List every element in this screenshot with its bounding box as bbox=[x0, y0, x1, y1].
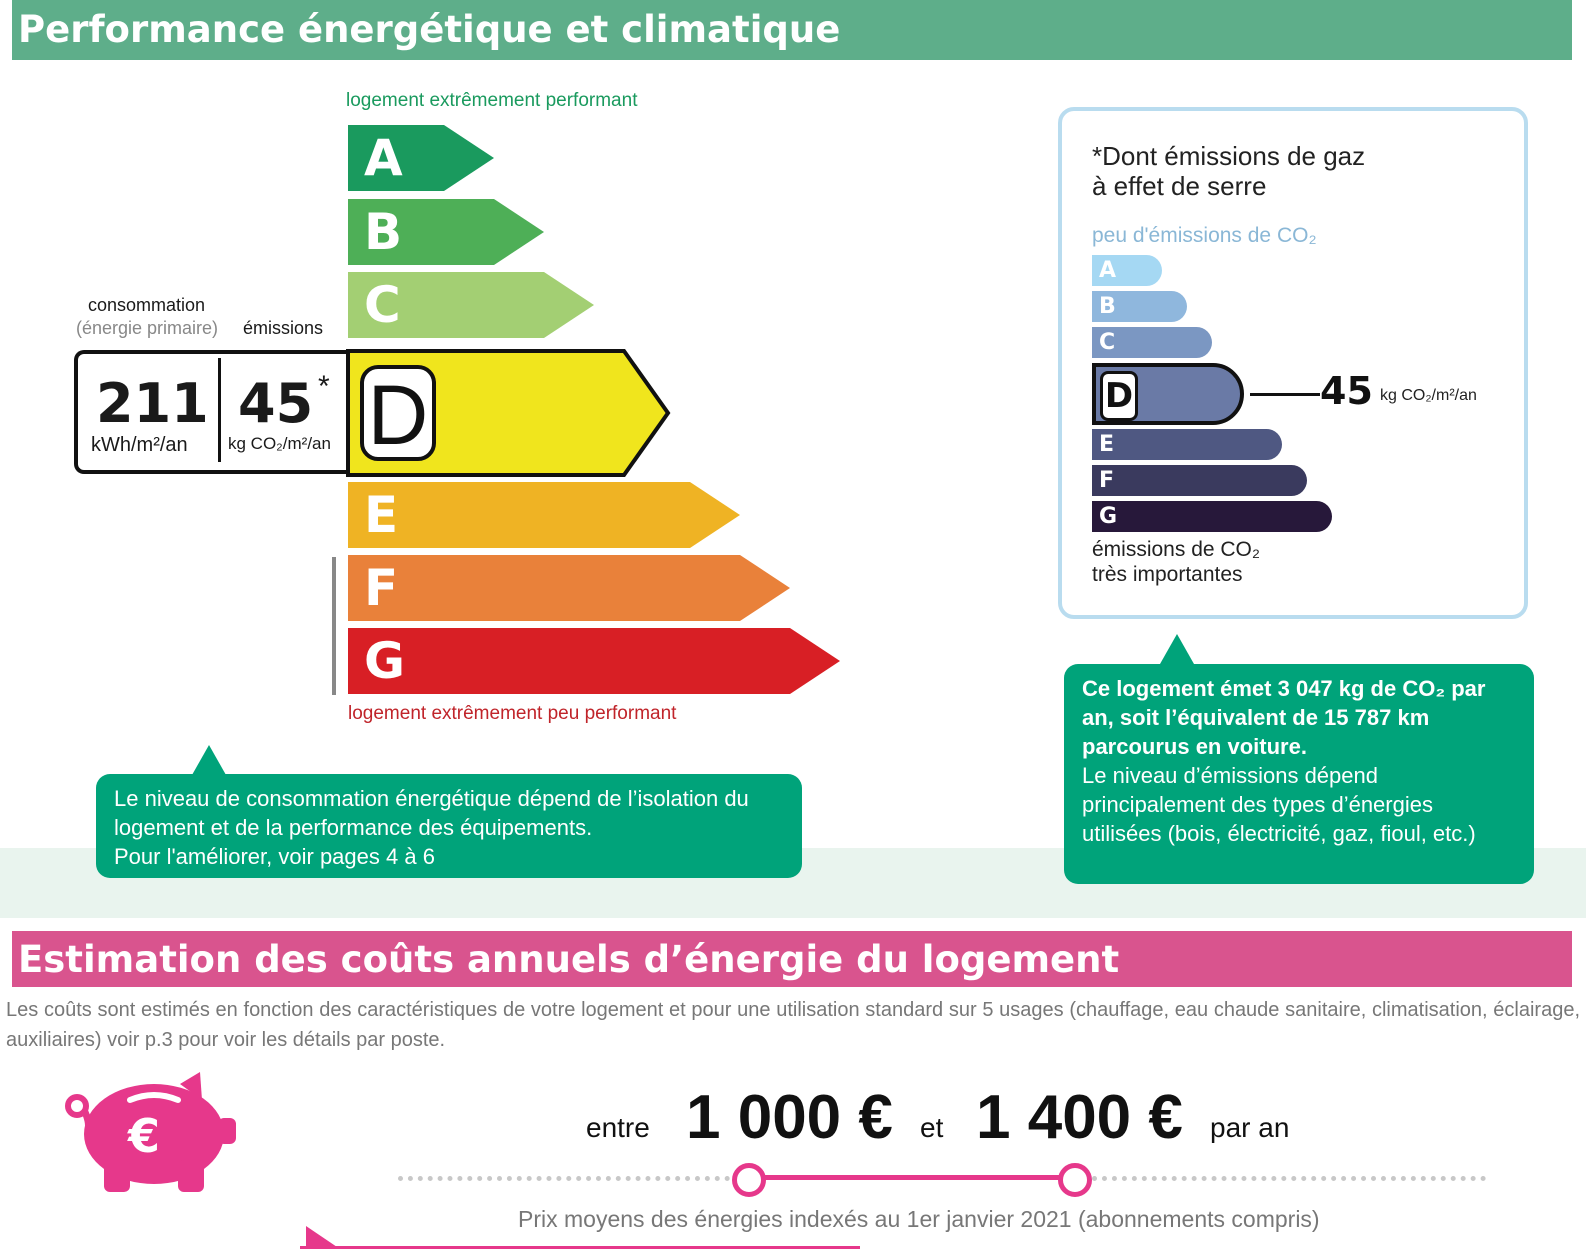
cost-word-and: et bbox=[920, 1112, 944, 1143]
energy-class-g-letter: G bbox=[364, 632, 406, 690]
energy-class-b-letter: B bbox=[364, 203, 403, 261]
energy-class-f-bar: F bbox=[348, 555, 790, 621]
energy-class-d-current-bar: D bbox=[346, 349, 671, 477]
ghg-class-f-bar: F bbox=[1092, 465, 1307, 496]
energy-class-d-letter: D bbox=[368, 368, 429, 462]
consumption-note-line: Pour l'améliorer, voir pages 4 à 6 bbox=[114, 844, 435, 869]
emissions-note-line: utilisées (bois, électricité, gaz, fioul… bbox=[1082, 821, 1476, 846]
cost-low-amount: 1 000 € bbox=[686, 1083, 893, 1152]
consumption-label: consommation bbox=[88, 295, 206, 315]
cost-range-low-marker bbox=[732, 1163, 766, 1197]
consumption-note: Le niveau de consommation énergétique dé… bbox=[96, 774, 802, 878]
ghg-unit: kg CO₂/m²/an bbox=[1380, 387, 1477, 404]
svg-text:€: € bbox=[127, 1109, 160, 1163]
ghg-class-d-current-bar: D bbox=[1092, 363, 1244, 425]
ghg-bottom-caption-line: très importantes bbox=[1092, 563, 1243, 586]
consumption-unit: kWh/m²/an bbox=[91, 434, 188, 456]
energy-class-b-bar: B bbox=[348, 199, 544, 265]
ghg-value-leader bbox=[1250, 393, 1320, 396]
ghg-class-d-letter: D bbox=[1100, 371, 1138, 421]
energy-class-e-letter: E bbox=[364, 486, 399, 544]
ghg-panel-title: *Dont émissions de gaz à effet de serre bbox=[1092, 141, 1365, 201]
ghg-bottom-caption-line: émissions de CO₂ bbox=[1092, 538, 1261, 561]
ghg-class-a-bar: A bbox=[1092, 255, 1162, 286]
energy-class-f-letter: F bbox=[364, 559, 399, 617]
section-title-performance: Performance énergétique et climatique bbox=[12, 0, 1572, 60]
emissions-label: émissions bbox=[243, 318, 324, 338]
emissions-footnote-star: * bbox=[318, 370, 330, 403]
ghg-class-f-letter: F bbox=[1099, 468, 1115, 493]
ghg-panel-title-line: à effet de serre bbox=[1092, 171, 1267, 201]
ghg-bottom-caption: émissions de CO₂ très importantes bbox=[1092, 537, 1260, 587]
energy-class-c-bar: C bbox=[348, 272, 594, 338]
bubble-pointer bbox=[1160, 634, 1194, 664]
cost-scale-dots-left bbox=[398, 1176, 730, 1181]
consumption-value: 211 bbox=[96, 372, 209, 435]
ghg-panel: *Dont émissions de gaz à effet de serre … bbox=[1058, 107, 1528, 619]
piggy-bank-icon: € bbox=[65, 1072, 236, 1192]
value-divider bbox=[218, 358, 221, 462]
cost-high-amount: 1 400 € bbox=[976, 1083, 1183, 1152]
ghg-class-a-letter: A bbox=[1099, 258, 1117, 283]
emissions-note-bold-line: parcourus en voiture. bbox=[1082, 734, 1307, 759]
consumption-sublabel: (énergie primaire) bbox=[76, 318, 219, 338]
ghg-class-g-letter: G bbox=[1099, 504, 1118, 529]
energy-class-g-bar: G bbox=[348, 628, 840, 694]
bubble-pointer bbox=[192, 745, 226, 775]
emissions-unit: kg CO₂/m²/an bbox=[228, 434, 331, 453]
ghg-top-caption: peu d'émissions de CO₂ bbox=[1092, 224, 1317, 247]
ghg-value: 45 bbox=[1320, 369, 1373, 413]
emissions-note-bold-line: Ce logement émet 3 047 kg de CO₂ par bbox=[1082, 676, 1486, 701]
energy-class-a-letter: A bbox=[364, 129, 403, 187]
cost-scale-dots-right bbox=[1092, 1176, 1486, 1181]
scale-top-caption: logement extrêmement performant bbox=[346, 90, 638, 111]
ghg-panel-title-line: *Dont émissions de gaz bbox=[1092, 141, 1366, 171]
section-title-costs: Estimation des coûts annuels d’énergie d… bbox=[12, 931, 1572, 987]
ghg-class-e-letter: E bbox=[1099, 432, 1115, 457]
consumption-note-line: Le niveau de consommation énergétique dé… bbox=[114, 786, 749, 811]
emissions-note-line: principalement des types d’énergies bbox=[1082, 792, 1433, 817]
energy-class-c-letter: C bbox=[364, 276, 401, 334]
emissions-value: 45 bbox=[238, 372, 314, 435]
costs-intro: Les coûts sont estimés en fonction des c… bbox=[6, 999, 1580, 1051]
scale-side-rule bbox=[332, 557, 336, 695]
emissions-note-line: Le niveau d’émissions dépend bbox=[1082, 763, 1378, 788]
scale-bottom-caption: logement extrêmement peu performant bbox=[348, 703, 677, 724]
cost-word-per: par an bbox=[1210, 1112, 1290, 1143]
ghg-class-c-letter: C bbox=[1099, 330, 1116, 355]
energy-value-box: 211 kWh/m²/an 45 * kg CO₂/m²/an bbox=[74, 350, 352, 474]
cost-range-bar bbox=[748, 1175, 1072, 1180]
ghg-class-b-bar: B bbox=[1092, 291, 1187, 322]
ghg-class-b-letter: B bbox=[1099, 294, 1116, 319]
next-section-pointer bbox=[300, 1226, 860, 1249]
energy-class-a-bar: A bbox=[348, 125, 494, 191]
emissions-note: Ce logement émet 3 047 kg de CO₂ par an,… bbox=[1064, 664, 1534, 884]
ghg-class-e-bar: E bbox=[1092, 429, 1282, 460]
cost-range-high-marker bbox=[1058, 1163, 1092, 1197]
prices-note: Prix moyens des énergies indexés au 1er … bbox=[518, 1206, 1320, 1232]
emissions-note-bold-line: an, soit l’équivalent de 15 787 km bbox=[1082, 705, 1430, 730]
energy-class-e-bar: E bbox=[348, 482, 740, 548]
consumption-note-line: logement et de la performance des équipe… bbox=[114, 815, 593, 840]
ghg-class-c-bar: C bbox=[1092, 327, 1212, 358]
cost-word-between: entre bbox=[586, 1112, 650, 1143]
ghg-class-g-bar: G bbox=[1092, 501, 1332, 532]
